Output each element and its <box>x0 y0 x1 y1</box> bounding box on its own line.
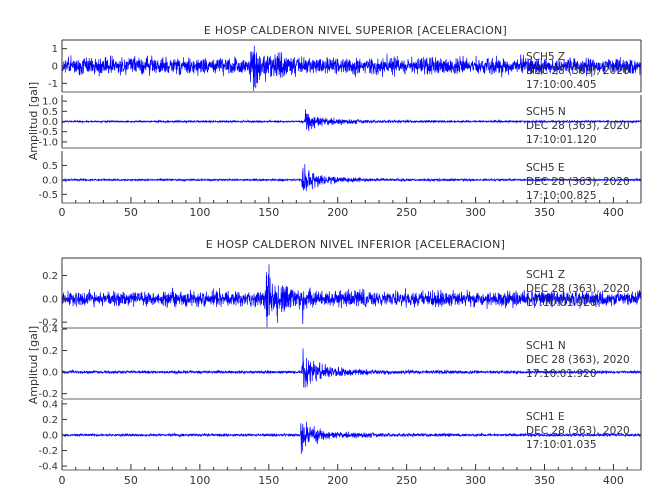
trace-panel: 0.5 0.0 -0.5 SCH5 E DEC 28 (363), 2020 17:10:… <box>38 151 642 204</box>
station-label: SCH5 N <box>526 106 566 118</box>
y-tick-label: 0.2 <box>42 271 58 282</box>
y-tick-label: 0.4 <box>42 325 58 336</box>
y-tick-label: -0.2 <box>38 318 58 329</box>
date-label: DEC 28 (363), 2020 <box>526 176 630 188</box>
y-tick-label: -0.5 <box>38 190 58 201</box>
x-tick-label: 250 <box>396 206 417 219</box>
chart-2: E HOSP CALDERON NIVEL INFERIOR [ACELERAC… <box>27 238 642 487</box>
waveform-series <box>61 164 642 192</box>
time-label: 17:10:00.825 <box>526 190 597 202</box>
trace-panel: 0.2 0.0 -0.2 SCH1 Z DEC 28 (363), 2020 17:10:… <box>38 258 642 329</box>
station-label: SCH1 E <box>526 411 565 423</box>
chart-title: E HOSP CALDERON NIVEL SUPERIOR [ACELERAC… <box>204 24 507 37</box>
time-label: 17:10:01.035 <box>526 439 597 451</box>
chart-1: E HOSP CALDERON NIVEL SUPERIOR [ACELERAC… <box>27 24 642 219</box>
x-tick-label: 200 <box>327 206 348 219</box>
time-label: 17:10:00.405 <box>526 79 597 91</box>
x-tick-label: 150 <box>258 206 279 219</box>
waveform-series <box>61 264 642 328</box>
station-label: SCH1 N <box>526 340 566 352</box>
x-tick-label: 350 <box>534 474 555 487</box>
x-tick-label: 150 <box>258 474 279 487</box>
x-tick-label: 300 <box>465 474 486 487</box>
x-tick-label: 100 <box>189 474 210 487</box>
trace-panel: 0.4 0.2 0.0 -0.2 SCH1 N DEC 28 (363), 2020 17:… <box>38 325 642 400</box>
x-tick-label: 350 <box>534 206 555 219</box>
trace-panel: 0.4 0.2 0.0 -0.2 -0.4 SCH1 E DEC 28 (363), 202… <box>38 399 642 473</box>
x-tick-label: 300 <box>465 206 486 219</box>
x-tick-label: 50 <box>124 206 138 219</box>
waveform-series <box>61 108 642 132</box>
y-tick-label: 0.2 <box>42 346 58 357</box>
x-tick-label: 400 <box>603 474 624 487</box>
y-tick-label: 0 <box>52 62 58 73</box>
time-label: 17:10:01.120 <box>526 134 597 146</box>
y-tick-label: -0.5 <box>38 127 58 138</box>
waveform-series <box>61 45 642 92</box>
station-label: SCH1 Z <box>526 269 565 281</box>
y-tick-label: 1 <box>52 44 58 55</box>
trace-panel: 1 0 -1 SCH5 Z DEC 28 (363), 2020 17:10:00.405 <box>48 40 642 93</box>
y-tick-label: -1.0 <box>38 137 58 148</box>
chart-title: E HOSP CALDERON NIVEL INFERIOR [ACELERAC… <box>206 238 505 251</box>
y-tick-label: 0.4 <box>42 399 58 410</box>
y-tick-label: 0.0 <box>42 294 58 305</box>
y-tick-label: 0.0 <box>42 431 58 442</box>
station-label: SCH5 E <box>526 162 565 174</box>
x-tick-label: 200 <box>327 474 348 487</box>
y-tick-label: 1.0 <box>42 97 58 108</box>
date-label: DEC 28 (363), 2020 <box>526 65 630 77</box>
waveform-series <box>61 348 642 388</box>
x-tick-label: 0 <box>59 206 66 219</box>
y-tick-label: -1 <box>48 79 58 90</box>
y-axis-label: Amplitud [gal] <box>27 82 40 160</box>
station-label: SCH5 Z <box>526 51 565 63</box>
trace-panel: 1.00.50.0-0.5-1.0 SCH5 N DEC 28 (363), 202… <box>38 95 642 149</box>
date-label: DEC 28 (363), 2020 <box>526 283 630 295</box>
x-tick-label: 250 <box>396 474 417 487</box>
date-label: DEC 28 (363), 2020 <box>526 425 630 437</box>
time-label: 17:10:01.920 <box>526 368 597 380</box>
y-tick-label: -0.2 <box>38 446 58 457</box>
y-tick-label: 0.0 <box>42 368 58 379</box>
x-tick-label: 100 <box>189 206 210 219</box>
y-tick-label: 0.5 <box>42 107 58 118</box>
x-tick-label: 50 <box>124 474 138 487</box>
y-tick-label: 0.0 <box>42 175 58 186</box>
y-tick-label: -0.2 <box>38 389 58 400</box>
y-axis-label: Amplitud [gal] <box>27 326 40 404</box>
date-label: DEC 28 (363), 2020 <box>526 120 630 132</box>
y-tick-label: 0.2 <box>42 415 58 426</box>
time-label: 17:10:01.920 <box>526 297 597 309</box>
waveform-series <box>61 421 642 455</box>
x-tick-label: 400 <box>603 206 624 219</box>
y-tick-label: 0.0 <box>42 117 58 128</box>
y-tick-label: 0.5 <box>42 161 58 172</box>
y-tick-label: -0.4 <box>38 462 58 473</box>
date-label: DEC 28 (363), 2020 <box>526 354 630 366</box>
x-tick-label: 0 <box>59 474 66 487</box>
